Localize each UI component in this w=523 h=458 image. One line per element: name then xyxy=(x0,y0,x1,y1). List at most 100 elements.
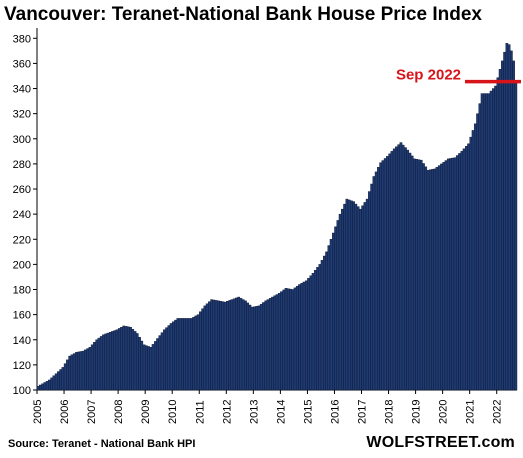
bar xyxy=(381,160,385,391)
bar xyxy=(496,77,500,391)
bar xyxy=(45,381,49,391)
bar xyxy=(428,169,432,391)
bar xyxy=(359,208,362,391)
bar xyxy=(442,162,446,391)
bar xyxy=(36,386,40,391)
bar xyxy=(138,337,141,391)
bar xyxy=(377,167,380,391)
bar xyxy=(395,146,398,391)
bar xyxy=(280,291,283,391)
bar xyxy=(48,379,51,391)
bar xyxy=(169,323,173,391)
bar xyxy=(108,332,112,391)
bar xyxy=(201,308,204,391)
bar xyxy=(176,318,180,391)
bar xyxy=(302,281,306,391)
bar xyxy=(417,159,421,391)
bar xyxy=(440,163,443,391)
bar xyxy=(424,166,428,391)
x-tick-label: 2017 xyxy=(357,400,369,424)
bar xyxy=(494,85,497,391)
y-tick-label: 120 xyxy=(13,360,31,372)
bar xyxy=(300,283,304,391)
bar xyxy=(431,169,434,391)
bar xyxy=(147,346,150,391)
x-tick-label: 2010 xyxy=(167,400,179,424)
bar xyxy=(489,90,493,391)
bar xyxy=(350,200,353,391)
bar xyxy=(501,60,504,391)
bar xyxy=(341,208,344,391)
bar xyxy=(122,325,126,391)
bar xyxy=(471,130,475,391)
chart-title: Vancouver: Teranet-National Bank House P… xyxy=(4,4,482,25)
bar xyxy=(219,301,222,391)
bar xyxy=(401,144,405,391)
bar xyxy=(88,347,92,391)
x-tick-label: 2007 xyxy=(86,400,98,424)
bar xyxy=(66,359,69,391)
bar xyxy=(217,300,220,391)
bar xyxy=(453,157,457,391)
bar xyxy=(208,301,211,391)
bar xyxy=(244,300,247,391)
bar xyxy=(390,151,394,391)
bar xyxy=(413,158,416,391)
y-tick-label: 320 xyxy=(13,109,31,121)
bar xyxy=(106,332,110,391)
bar xyxy=(458,153,461,391)
bar xyxy=(77,351,81,391)
bar xyxy=(221,301,225,391)
bar xyxy=(327,245,331,391)
bar xyxy=(259,303,263,391)
bar xyxy=(255,306,259,391)
bar xyxy=(505,43,509,391)
bar xyxy=(404,147,407,391)
y-tick-label: 360 xyxy=(13,58,31,70)
annotation-label: Sep 2022 xyxy=(396,67,461,84)
bar xyxy=(156,338,159,391)
bar xyxy=(99,336,103,391)
bar xyxy=(286,288,290,391)
bar xyxy=(433,168,437,391)
bar xyxy=(277,293,281,391)
bar xyxy=(129,326,132,391)
bar xyxy=(437,165,441,391)
bar xyxy=(268,298,272,391)
bar xyxy=(70,354,74,391)
bar xyxy=(117,328,121,391)
bar xyxy=(151,344,155,391)
bar xyxy=(113,330,117,391)
bar xyxy=(388,153,392,391)
bar xyxy=(239,298,243,391)
bar xyxy=(309,275,313,391)
bar xyxy=(54,373,58,391)
bar xyxy=(120,326,123,391)
bar xyxy=(57,371,60,391)
x-tick-label: 2009 xyxy=(140,400,152,424)
bar xyxy=(361,205,364,391)
bar xyxy=(446,158,450,391)
bar xyxy=(264,300,268,391)
bar xyxy=(332,232,335,391)
bar xyxy=(356,206,360,391)
bar xyxy=(510,50,513,391)
bar xyxy=(469,136,473,391)
bar xyxy=(480,93,484,391)
bar xyxy=(460,151,464,391)
bar xyxy=(415,159,419,391)
bar xyxy=(102,334,105,391)
bar xyxy=(153,341,157,391)
bar xyxy=(72,353,76,391)
bar xyxy=(187,318,191,391)
bar xyxy=(237,296,241,391)
bar xyxy=(63,363,67,391)
bar xyxy=(241,299,245,391)
bar xyxy=(514,81,518,391)
bar xyxy=(149,347,153,391)
bar xyxy=(476,113,479,391)
bar xyxy=(214,300,218,391)
bar xyxy=(347,199,351,391)
bar xyxy=(115,329,119,391)
